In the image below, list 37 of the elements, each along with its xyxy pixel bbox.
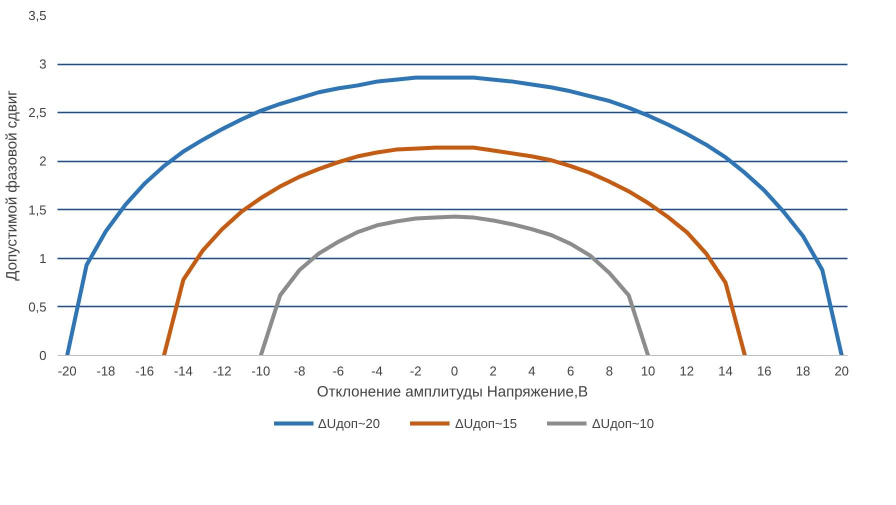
legend-label: ΔUдоп~20 — [318, 416, 380, 430]
y-tick-label: 3 — [39, 56, 47, 72]
y-tick-label: 0,5 — [28, 299, 47, 314]
y-tick-label: 2 — [39, 154, 47, 169]
x-tick-label: 16 — [757, 364, 772, 378]
x-tick-label: -4 — [371, 364, 383, 378]
x-tick-label: -8 — [294, 364, 306, 378]
x-tick-label: -18 — [96, 364, 116, 378]
y-axis-title: Допустимой фазовой сдвиг — [3, 90, 20, 281]
legend-label: ΔUдоп~10 — [592, 416, 654, 430]
x-tick-label: -6 — [332, 364, 344, 378]
x-tick-label: 0 — [450, 364, 458, 378]
x-tick-label: -10 — [251, 364, 270, 378]
y-tick-label: 1 — [39, 250, 47, 266]
line-series — [258, 214, 650, 356]
x-tick-label: -2 — [410, 364, 422, 378]
x-tick-label: -14 — [174, 364, 193, 378]
y-tick-label: 1,5 — [28, 202, 47, 218]
x-tick-label: 18 — [796, 364, 810, 378]
x-tick-label: 8 — [606, 364, 613, 378]
legend-label: ΔUдоп~15 — [455, 416, 517, 430]
x-axis-title: Отклонение амплитуды Напряжение,В — [316, 384, 588, 400]
x-tick-label: -12 — [212, 364, 232, 378]
x-tick-label: 10 — [640, 364, 656, 378]
line-series — [162, 146, 747, 356]
y-tick-label: 0 — [39, 348, 47, 363]
x-tick-label: 14 — [718, 364, 733, 378]
x-tick-label: 20 — [834, 364, 849, 378]
line-series — [65, 76, 844, 356]
y-tick-label: 2,5 — [28, 105, 47, 120]
x-tick-label: 4 — [528, 364, 536, 378]
x-tick-label: 2 — [490, 364, 497, 378]
x-tick-label: -16 — [135, 364, 154, 378]
x-tick-label: 6 — [567, 364, 574, 378]
y-tick-label: 3,5 — [28, 8, 47, 23]
x-tick-label: 12 — [680, 364, 694, 378]
x-tick-label: -20 — [58, 364, 77, 378]
